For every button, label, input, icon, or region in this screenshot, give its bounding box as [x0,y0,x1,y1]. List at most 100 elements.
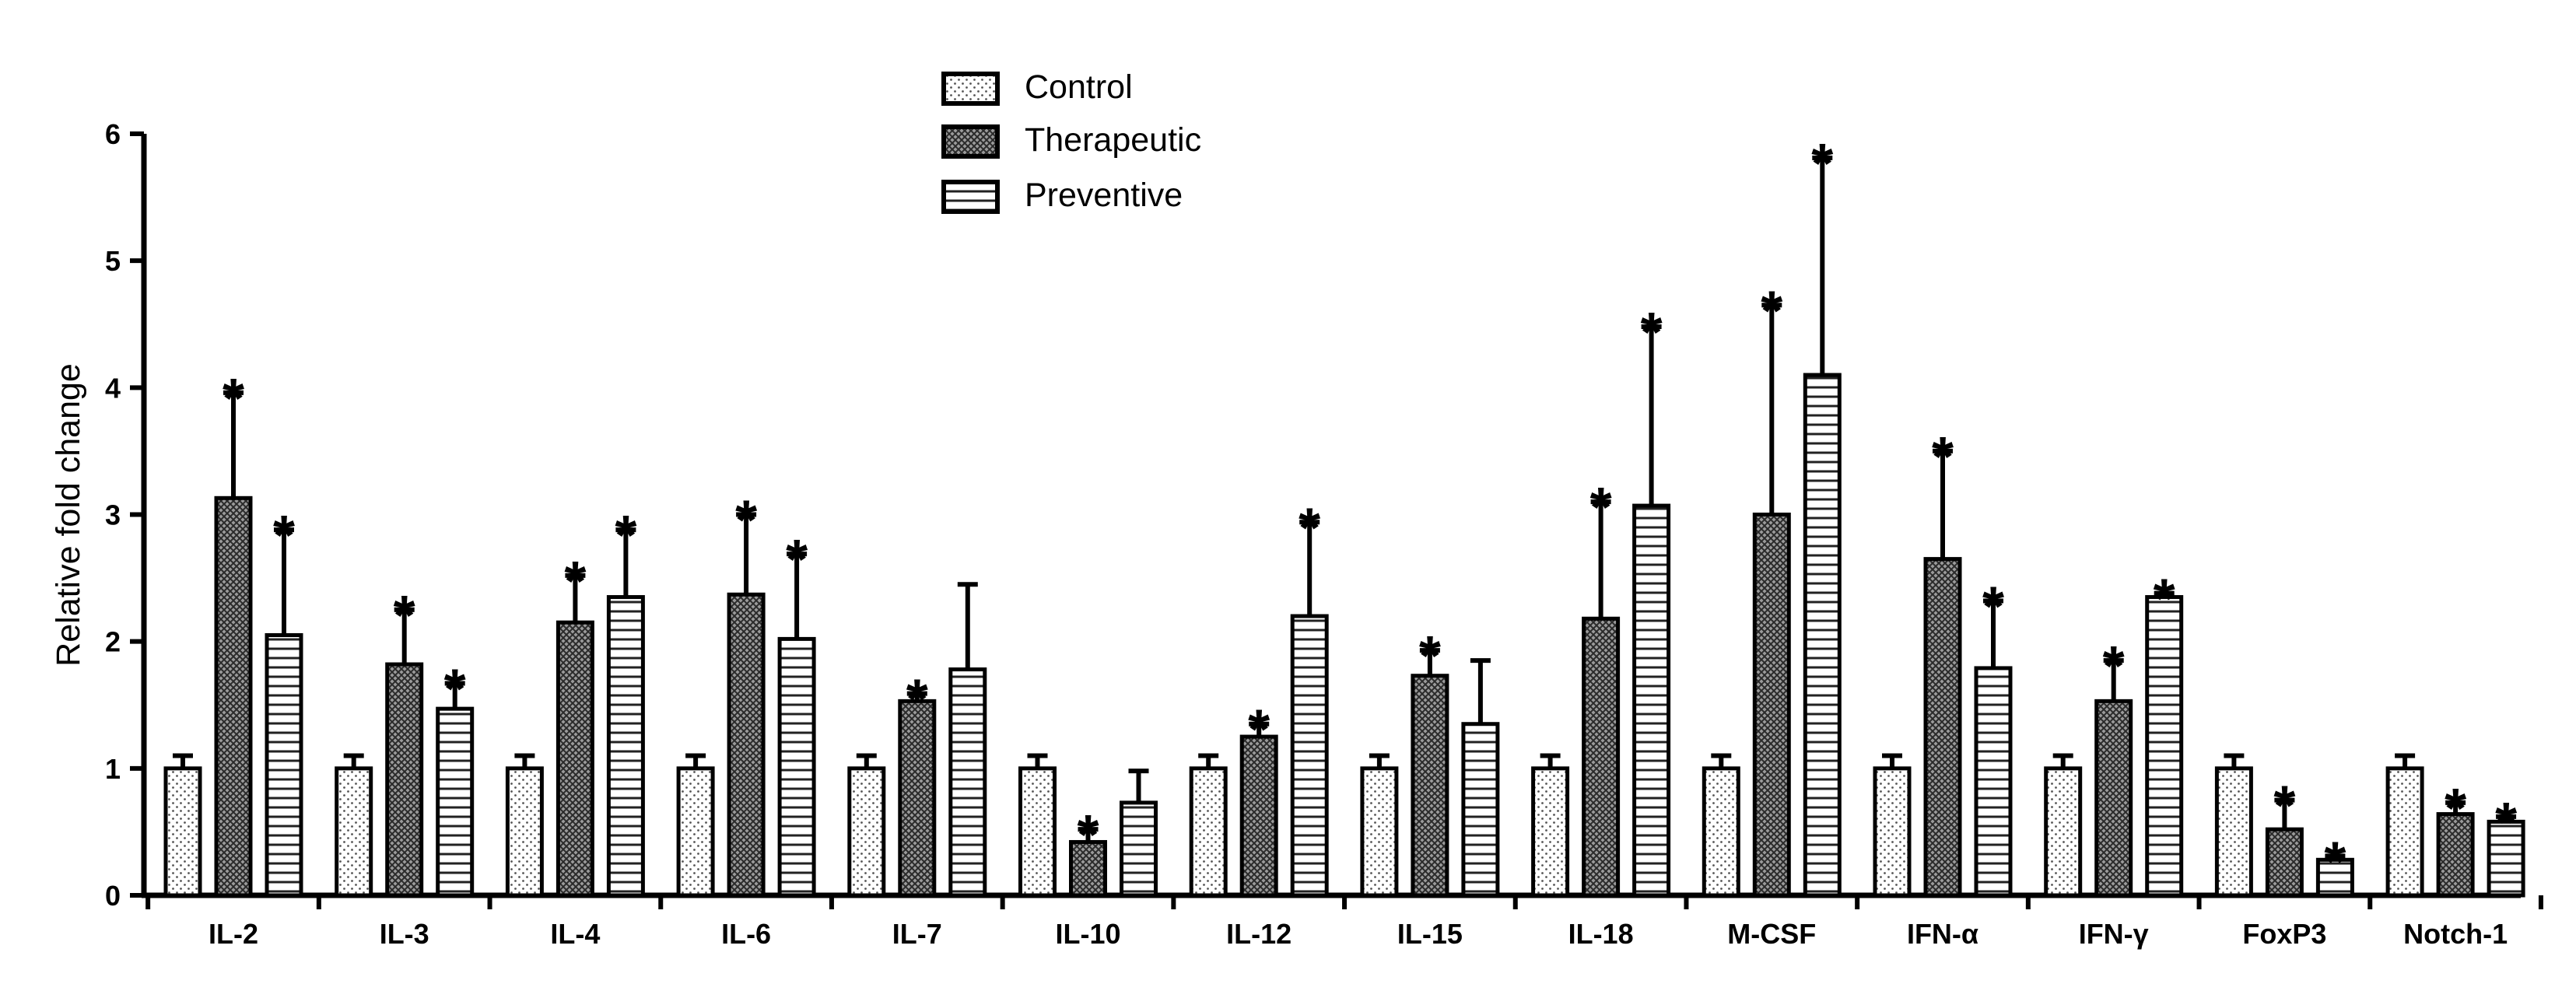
legend-label-preventive: Preventive [1025,177,1183,214]
bar-group-control [1702,753,1740,898]
x-category-label: IL-10 [1055,918,1120,950]
bar-therapeutic-IL-3 [385,662,424,898]
bar-control-M-CSF [1702,766,1740,898]
legend-swatch-control [941,72,1000,106]
bar-group-therapeutic: * [898,669,937,898]
significance-star: * [1982,576,2004,638]
bar-preventive-IL-4 [606,595,645,898]
bar-therapeutic-M-CSF [1752,513,1791,898]
bar-preventive-IL-3 [436,706,475,898]
x-category-label: IL-15 [1397,918,1463,950]
significance-star: * [615,505,636,567]
bar-group-preventive: * [1974,576,2013,898]
bar-group-control [505,753,544,898]
bar-group-therapeutic: * [2265,776,2304,898]
significance-star: * [273,505,295,567]
significance-star: * [2273,776,2295,838]
bar-preventive-IL-15 [1461,722,1500,898]
x-category-label: IL-12 [1226,918,1292,950]
bar-preventive-M-CSF [1803,373,1842,898]
bar-group-control [1018,753,1057,898]
y-tick-label-0: 0 [105,880,121,912]
bar-group-preventive [948,582,987,898]
bar-group-preventive: * [2145,569,2184,898]
bar-group-therapeutic: * [556,551,594,898]
bar-group-control [2214,753,2253,898]
bar-group-preventive: * [2315,831,2354,898]
bar-group-therapeutic: * [385,585,424,898]
x-category-label: IL-6 [721,918,771,950]
significance-star: * [444,659,466,721]
bar-therapeutic-IFN-α [1923,557,1962,898]
bar-control-IL-12 [1189,766,1228,898]
significance-star: * [1932,426,1954,488]
bar-group-therapeutic: * [1752,280,1791,898]
bar-control-IL-18 [1531,766,1570,898]
bar-group-therapeutic: * [1582,477,1621,898]
bar-group-preventive: * [606,505,645,898]
x-category-label: IFN-α [1907,918,1978,950]
bar-therapeutic-IL-2 [214,495,253,898]
bar-preventive-IL-18 [1632,503,1671,898]
bar-control-IL-7 [847,766,886,898]
bar-group-therapeutic: * [1069,804,1107,898]
legend-swatch-therapeutic [941,124,1000,159]
bar-preventive-IL-6 [777,636,816,898]
significance-star: * [1811,133,1833,195]
significance-star: * [786,529,808,591]
bar-control-IL-4 [505,766,544,898]
x-category-label: IL-3 [380,918,429,950]
significance-star: * [2445,778,2466,840]
bar-control-FoxP3 [2214,766,2253,898]
x-category-label: IFN-γ [2079,918,2149,950]
bar-group-control [2044,753,2083,898]
bar-group-preventive: * [436,659,475,898]
bar-control-IL-3 [335,766,373,898]
bar-group-control [163,753,202,898]
significance-star: * [564,551,586,613]
x-category-label: IL-2 [209,918,258,950]
significance-star: * [1419,625,1441,688]
bar-control-IL-10 [1018,766,1057,898]
bar-group-control [335,753,373,898]
bar-group-therapeutic: * [1239,699,1278,898]
legend-label-therapeutic: Therapeutic [1025,121,1201,159]
bar-preventive-IL-7 [948,667,987,898]
bar-control-IL-2 [163,766,202,898]
bar-group-therapeutic: * [1923,426,1962,898]
bar-group-control [1873,753,1912,898]
bar-group-preventive: * [2487,792,2525,898]
bar-control-IFN-α [1873,766,1912,898]
bar-group-control [1189,753,1228,898]
bar-group-control [2385,753,2424,898]
y-tick-label-2: 2 [105,626,121,658]
significance-star: * [2154,569,2175,631]
bar-control-IL-15 [1360,766,1399,898]
bar-group-therapeutic: * [727,490,766,898]
y-tick-label-1: 1 [105,753,121,785]
legend: Control Therapeutic Preventive [941,68,1201,214]
y-tick-label-6: 6 [105,118,121,150]
x-category-label: IL-7 [892,918,942,950]
significance-star: * [1248,699,1270,762]
significance-star: * [1641,302,1663,364]
bar-preventive-IL-12 [1290,614,1329,898]
significance-star: * [1077,804,1099,867]
bar-preventive-IL-2 [265,633,303,898]
bar-group-control [847,753,886,898]
bar-group-preventive: * [265,505,303,898]
y-tick-label-3: 3 [105,499,121,531]
significance-star: * [735,490,757,552]
bar-group-control [676,753,715,898]
x-category-label: FoxP3 [2242,918,2326,950]
bar-group-preventive: * [1290,497,1329,898]
x-category-label: M-CSF [1727,918,1816,950]
significance-star: * [1761,280,1782,342]
significance-star: * [2103,636,2125,698]
y-tick-label-4: 4 [105,372,121,404]
bar-group-preventive: * [777,529,816,898]
bar-group-therapeutic: * [1411,625,1449,898]
bar-group-therapeutic: * [214,368,253,898]
significance-star: * [1590,477,1612,539]
